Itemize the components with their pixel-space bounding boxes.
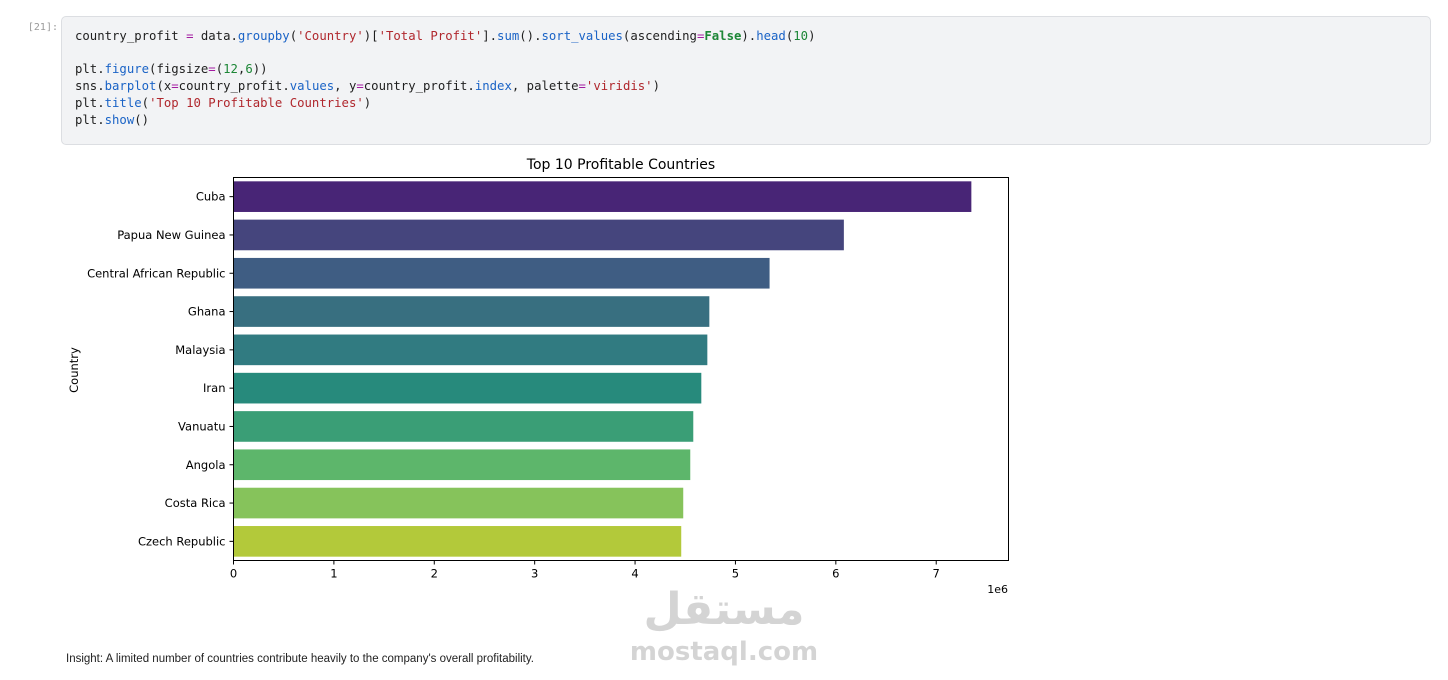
bar-ghana [233,296,710,327]
x-tick-labels: 0 1 2 3 4 5 6 7 [230,560,940,581]
code-line: plt.figure(figsize=(12,6)) [75,62,268,76]
code-token: , palette [511,79,579,94]
bar-vanuatu [233,411,694,442]
code-token: 12 [223,62,238,77]
code-line: country_profit = data.groupby('Country')… [75,29,815,43]
y-tick-label: Costa Rica [165,496,226,510]
code-token: (figsize [149,62,209,77]
bar-papua-new-guinea [233,219,844,251]
code-token: 'Country' [297,29,364,43]
y-axis-label: Country [67,347,81,393]
code-cell[interactable]: country_profit = data.groupby('Country')… [61,16,1431,145]
y-tick-label: Angola [186,458,226,472]
code-token: (). [519,29,542,43]
code-line: plt.title('Top 10 Profitable Countries') [75,96,371,110]
watermark-arabic: مستقل [644,584,805,635]
bars-group [233,181,972,557]
code-token: country_profit. [178,79,290,94]
code-token: country_profit. [363,79,475,94]
code-token: () [134,112,150,127]
y-tick-label: Cuba [196,190,226,204]
x-tick-label: 3 [531,567,538,581]
code-line: plt.show() [75,113,149,127]
code-token: groupby [237,29,290,43]
code-token: = [356,79,364,94]
code-token: (ascending [622,29,697,43]
watermark-logo: مستقل mostaql.com [630,584,818,667]
code-token: 'viridis' [585,79,653,94]
code-token: = [186,29,194,43]
code-token: head [756,29,786,43]
code-token: sns. [75,79,105,94]
code-token: 10 [793,29,809,43]
y-tick-label: Czech Republic [138,534,226,548]
code-token: )) [252,62,268,77]
code-token: sort_values [541,29,623,43]
x-offset-text: 1e6 [987,583,1008,596]
code-token: = [578,79,586,94]
y-tick-label: Papua New Guinea [117,228,225,242]
code-token: index [474,79,512,94]
bar-chart: Top 10 Profitable Countries Country Cuba… [67,157,1009,596]
code-token: ( [141,95,150,110]
code-token: 6 [245,62,253,77]
code-editor[interactable]: country_profit = data.groupby('Country')… [75,28,815,128]
chart-title: Top 10 Profitable Countries [526,157,715,173]
code-token: ) [808,29,816,43]
code-token: values [289,79,335,94]
y-tick-labels: Cuba Papua New Guinea Central African Repu… [87,190,234,548]
code-token: plt. [75,95,105,110]
y-tick-label: Central African Republic [87,266,225,280]
code-token: (x [156,79,172,94]
bar-angola [233,449,691,481]
code-token: ) [652,79,660,94]
y-tick-label: Malaysia [175,343,225,357]
watermark-latin: mostaql.com [630,637,818,667]
code-token: ( [785,29,794,43]
code-token: ) [363,95,372,110]
code-token: , [237,62,246,77]
code-token: country_profit [75,29,187,43]
bar-iran [233,372,702,404]
bar-central-african-republic [233,257,770,289]
code-token: 'Total Profit' [378,29,483,43]
x-tick-label: 7 [933,567,940,581]
x-tick-label: 4 [631,567,638,581]
bar-malaysia [233,334,708,366]
x-tick-label: 1 [330,567,337,581]
x-tick-label: 5 [732,567,739,581]
insight-text: Insight: A limited number of countries c… [66,653,534,665]
y-tick-label: Iran [203,381,225,395]
bar-czech-republic [233,526,682,557]
code-token: 'Top 10 Profitable Countries' [149,95,364,110]
code-token: False [704,29,742,43]
code-token: title [104,95,142,110]
code-token: ( [215,62,224,77]
plot-frame [233,177,1009,561]
code-token: = [696,29,705,43]
code-token: , y [334,79,357,94]
cell-prompt: [21]: [27,22,58,33]
code-token: plt. [75,112,105,127]
code-token: = [171,79,179,94]
code-token: ]. [482,29,498,43]
code-token: show [104,112,135,127]
code-line: sns.barplot(x=country_profit.values, y=c… [75,79,660,93]
bar-costa-rica [233,487,684,519]
code-token: )[ [363,29,379,43]
x-tick-label: 2 [431,567,438,581]
code-token: barplot [104,79,157,94]
y-tick-label: Vanuatu [178,419,225,433]
code-token: figure [104,62,150,77]
code-token: plt. [75,62,105,77]
x-tick-label: 6 [832,567,839,581]
code-token: ). [741,29,757,43]
code-token: data. [193,29,238,43]
x-tick-label: 0 [230,567,237,581]
code-token: = [208,62,216,77]
bar-cuba [233,181,972,212]
code-token: ( [289,29,298,43]
y-tick-label: Ghana [188,305,226,319]
code-token: sum [497,29,520,43]
